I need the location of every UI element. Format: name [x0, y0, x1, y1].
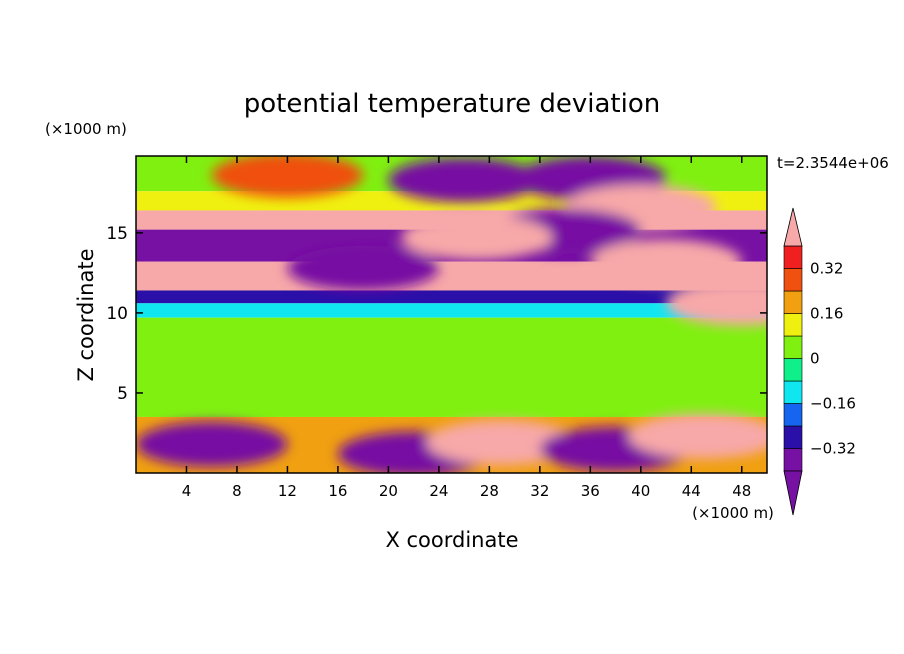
y-axis-label: Z coordinate: [74, 248, 98, 381]
x-tick-label: 44: [682, 482, 701, 500]
x-tick-label: 32: [530, 482, 549, 500]
plot-area: [136, 156, 767, 473]
x-tick-label: 40: [631, 482, 650, 500]
colorbar-segment: [783, 403, 803, 427]
field-feature-11: [426, 420, 578, 465]
plot-frame: [135, 155, 768, 474]
x-axis-label: X coordinate: [385, 528, 518, 552]
field-band-6: [136, 303, 767, 318]
field-feature-0: [211, 156, 364, 198]
y-tick-label: 5: [117, 384, 128, 404]
x-tick-label: 8: [232, 482, 242, 500]
field-feature-9: [136, 421, 288, 467]
colorbar-segment: [783, 290, 803, 314]
x-tick-label: 16: [328, 482, 347, 500]
colorbar-tick-label: 0.16: [810, 305, 843, 323]
y-tick-label: 15: [106, 224, 128, 244]
x-tick-label: 12: [278, 482, 297, 500]
colorbar-segment: [783, 425, 803, 449]
x-tick-label: 24: [429, 482, 448, 500]
field-feature-13: [628, 413, 767, 459]
y-tick-label: 10: [106, 304, 128, 324]
x-tick-label: 36: [581, 482, 600, 500]
y-axis-unit: (×1000 m): [45, 120, 127, 138]
x-axis-unit: (×1000 m): [692, 504, 774, 522]
colorbar: 0.32 0.16 0 −0.16 −0.32: [783, 207, 856, 516]
feature-layer: [136, 156, 767, 473]
field-band-7: [136, 317, 767, 417]
field-feature-8: [666, 280, 767, 326]
colorbar-segment: [783, 448, 803, 472]
band-layer: [136, 156, 767, 473]
colorbar-segment: [783, 245, 803, 269]
colorbar-tick-label: 0.32: [810, 260, 843, 278]
field-feature-6: [590, 239, 742, 285]
field-band-5: [136, 290, 767, 304]
colorbar-segment: [783, 313, 803, 337]
x-axis: 4 8 12 16 20 24 28 32 36 40 44 48: [182, 156, 751, 500]
field-feature-1: [388, 157, 540, 203]
colorbar-tick-label: −0.32: [810, 440, 856, 458]
field-feature-7: [287, 245, 439, 291]
y-axis: 5 10 15: [106, 224, 767, 404]
field-feature-5: [401, 215, 553, 261]
colorbar-segment: [783, 358, 803, 382]
time-label: t=2.3544e+06: [777, 154, 889, 172]
x-tick-label: 28: [480, 482, 499, 500]
colorbar-segment: [783, 268, 803, 292]
colorbar-segment: [783, 380, 803, 404]
colorbar-over-triangle: [783, 207, 803, 247]
colorbar-segment: [783, 335, 803, 359]
colorbar-tick-label: −0.16: [810, 395, 856, 413]
x-tick-label: 48: [732, 482, 751, 500]
x-tick-label: 20: [379, 482, 398, 500]
colorbar-under-triangle: [783, 470, 803, 516]
colorbar-tick-label: 0: [810, 350, 820, 368]
x-tick-label: 4: [182, 482, 192, 500]
chart-title: potential temperature deviation: [244, 89, 660, 119]
